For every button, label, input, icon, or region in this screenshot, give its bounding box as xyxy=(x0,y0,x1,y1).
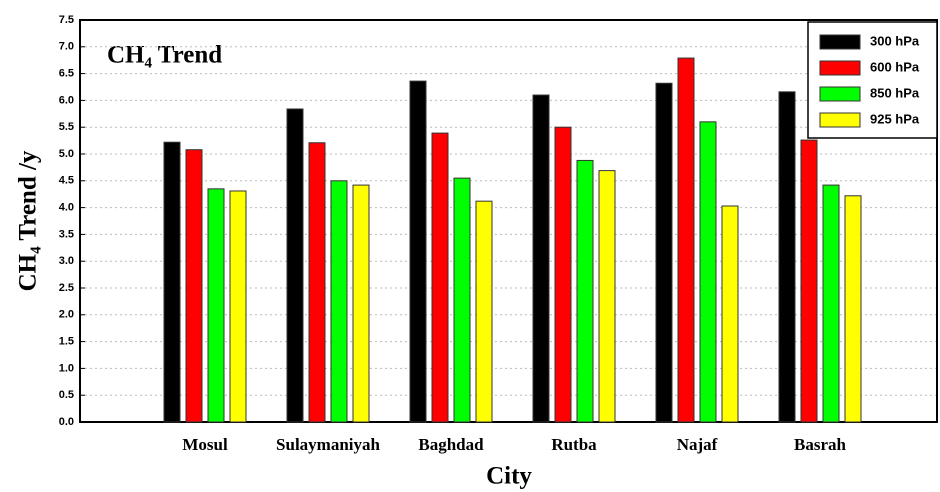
y-tick-label: 7.5 xyxy=(59,14,74,26)
bar xyxy=(431,132,449,423)
y-tick-label: 2.0 xyxy=(59,309,74,321)
legend-swatch xyxy=(819,34,861,50)
y-axis-title: CH₄ Trend /y xyxy=(15,150,42,291)
bar xyxy=(453,177,471,423)
bar xyxy=(721,205,739,423)
bar xyxy=(352,184,370,423)
bar xyxy=(207,188,225,423)
bar xyxy=(677,57,695,423)
plot-frame xyxy=(79,19,938,423)
bar xyxy=(598,170,616,423)
y-tick-label: 6.5 xyxy=(59,68,74,80)
bar xyxy=(778,91,796,423)
bar xyxy=(554,126,572,423)
bar xyxy=(475,200,493,423)
x-tick-label: Mosul xyxy=(182,435,228,454)
y-tick-label: 0.0 xyxy=(59,416,74,428)
x-axis-title: City xyxy=(486,463,532,490)
chart-title: CH₄ Trend xyxy=(107,42,222,69)
bar xyxy=(163,141,181,423)
y-tick-label: 6.0 xyxy=(59,94,74,106)
y-tick-label: 4.0 xyxy=(59,202,74,214)
y-tick-label: 0.5 xyxy=(59,389,74,401)
bar xyxy=(286,108,304,423)
y-tick-label: 3.5 xyxy=(59,228,74,240)
y-tick-label: 7.0 xyxy=(59,41,74,53)
y-tick-label: 3.0 xyxy=(59,255,74,267)
y-tick-label: 5.0 xyxy=(59,148,74,160)
legend-swatch xyxy=(819,112,861,128)
x-tick-label: Baghdad xyxy=(418,435,484,454)
bar xyxy=(822,184,840,423)
legend-label: 600 hPa xyxy=(870,59,920,74)
bar xyxy=(308,142,326,423)
legend-swatch xyxy=(819,86,861,102)
bar xyxy=(844,195,862,423)
bar xyxy=(330,180,348,423)
bar xyxy=(409,80,427,423)
bar xyxy=(655,82,673,423)
x-tick-label: Najaf xyxy=(677,435,718,454)
legend-swatch xyxy=(819,60,861,76)
bar xyxy=(800,139,818,423)
legend-label: 300 hPa xyxy=(870,33,920,48)
bar xyxy=(532,94,550,423)
bar xyxy=(576,159,594,423)
bar xyxy=(185,149,203,423)
legend-label: 850 hPa xyxy=(870,85,920,100)
y-tick-label: 5.5 xyxy=(59,121,74,133)
bar xyxy=(699,121,717,423)
x-tick-label: Sulaymaniyah xyxy=(276,435,380,454)
bar xyxy=(229,190,247,423)
x-tick-label: Rutba xyxy=(551,435,597,454)
y-tick-label: 1.5 xyxy=(59,336,74,348)
y-tick-label: 2.5 xyxy=(59,282,74,294)
y-tick-label: 4.5 xyxy=(59,175,74,187)
y-tick-label: 1.0 xyxy=(59,362,74,374)
legend-label: 925 hPa xyxy=(870,111,920,126)
x-tick-label: Basrah xyxy=(794,435,847,454)
